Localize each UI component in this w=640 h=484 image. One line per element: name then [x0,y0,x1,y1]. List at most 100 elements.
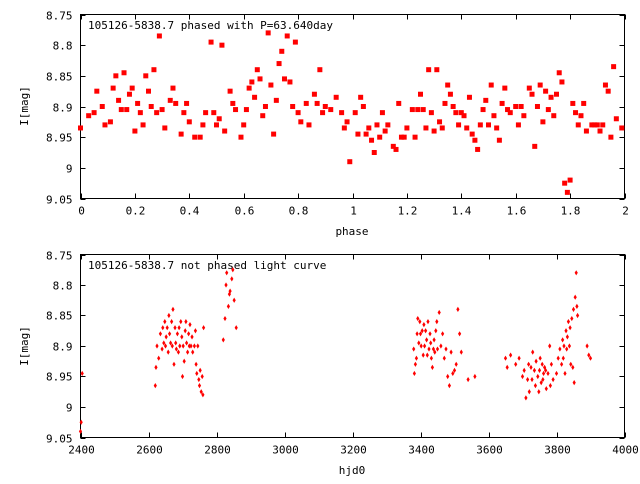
phased-data-point [466,94,472,100]
phased-data-point [423,125,429,131]
unphased-x-tick-label: 2400 [68,444,95,457]
phased-y-tick-label: 8.85 [46,71,73,84]
unphased-data-point [574,270,578,276]
phased-data-point [156,33,162,39]
phased-x-tick-label: 0 [78,205,85,218]
phased-data-point [420,107,426,113]
phased-data-point [216,116,222,122]
unphased-data-point [522,367,526,373]
phased-data-point [469,131,475,137]
phased-data-point [78,125,83,131]
phased-data-point [295,110,301,116]
unphased-data-point [226,303,230,309]
unphased-data-point [412,346,416,352]
unphased-data-point [439,343,443,349]
phased-data-point [227,88,233,94]
unphased-x-tick-label: 3200 [340,444,367,457]
phased-data-point [110,85,116,91]
phased-data-point [238,134,244,140]
unphased-data-point [541,376,545,383]
unphased-data-point [80,370,84,377]
phased-data-point [619,125,625,131]
phased-x-tick-label: 1 [350,205,357,218]
unphased-data-point [164,334,168,340]
phased-y-axis-label: I[mag] [18,86,31,126]
unphased-data-point [426,319,430,325]
unphased-data-point [425,337,429,343]
phased-data-point [409,107,415,113]
unphased-data-point [201,325,206,331]
unphased-data-point [549,361,553,367]
unphased-y-tick-label: 8.95 [46,371,73,384]
unphased-data-point [413,361,417,367]
phased-data-point [502,85,508,91]
phased-data-point [126,91,132,97]
phased-data-point [412,134,418,140]
phased-data-point [273,97,279,103]
unphased-data-point [79,419,83,425]
phased-data-point [548,94,554,100]
phased-data-point [611,64,617,70]
phased-data-point [613,116,619,122]
unphased-data-point [503,355,508,361]
phased-data-point [602,82,608,88]
unphased-y-tick-label: 8.8 [53,280,73,293]
unphased-data-point [441,331,445,337]
phased-data-point [257,76,263,82]
unphased-data-point [570,315,574,322]
phased-data-point [200,122,206,128]
phased-data-point [219,42,225,48]
phased-y-tick-label: 8.75 [46,10,73,23]
phased-data-point [456,122,462,128]
phased-data-point [499,100,505,106]
unphased-data-point [186,349,190,355]
unphased-data-point [505,364,509,370]
unphased-data-point [419,343,423,349]
unphased-data-point [562,343,566,349]
phased-data-point [447,91,453,97]
unphased-data-point [179,319,183,325]
unphased-data-point [425,352,429,358]
phased-data-point [426,67,432,73]
unphased-x-tick-label: 3800 [544,444,571,457]
unphased-data-point [422,322,426,328]
phased-data-point [151,67,157,73]
phased-data-point [140,122,146,128]
unphased-data-point [527,389,531,395]
unphased-data-point [431,346,436,352]
unphased-data-point [563,370,567,377]
unphased-data-point [180,334,184,340]
phased-data-point [369,137,375,143]
unphased-y-tick-label: 8.75 [46,250,73,263]
unphased-data-point [184,319,188,325]
phased-data-point [505,107,511,113]
phased-data-point [260,113,266,119]
unphased-data-point [173,325,177,331]
phased-data-point [605,88,611,94]
phased-data-point [107,119,113,125]
phased-data-point [445,82,451,88]
phased-data-point [91,110,97,116]
phased-data-point [124,107,130,113]
unphased-data-point [527,361,531,367]
phased-data-point [181,110,187,116]
unphased-data-point [189,343,193,349]
unphased-data-point [174,346,178,352]
phased-data-point [344,119,350,125]
phased-data-point [311,91,317,97]
phased-data-point [594,122,600,128]
unphased-data-point [177,325,181,331]
phased-data-point [581,100,587,106]
phased-data-point [306,122,312,128]
phased-data-point [154,110,160,116]
unphased-data-point [224,282,228,288]
unphased-data-point [412,370,416,377]
unphased-data-point [544,367,548,373]
phased-data-point [116,97,122,103]
phased-data-point [559,79,565,85]
phased-data-point [461,113,467,119]
phased-data-point [554,91,559,97]
unphased-data-point [429,340,433,346]
phased-data-point [129,85,135,91]
